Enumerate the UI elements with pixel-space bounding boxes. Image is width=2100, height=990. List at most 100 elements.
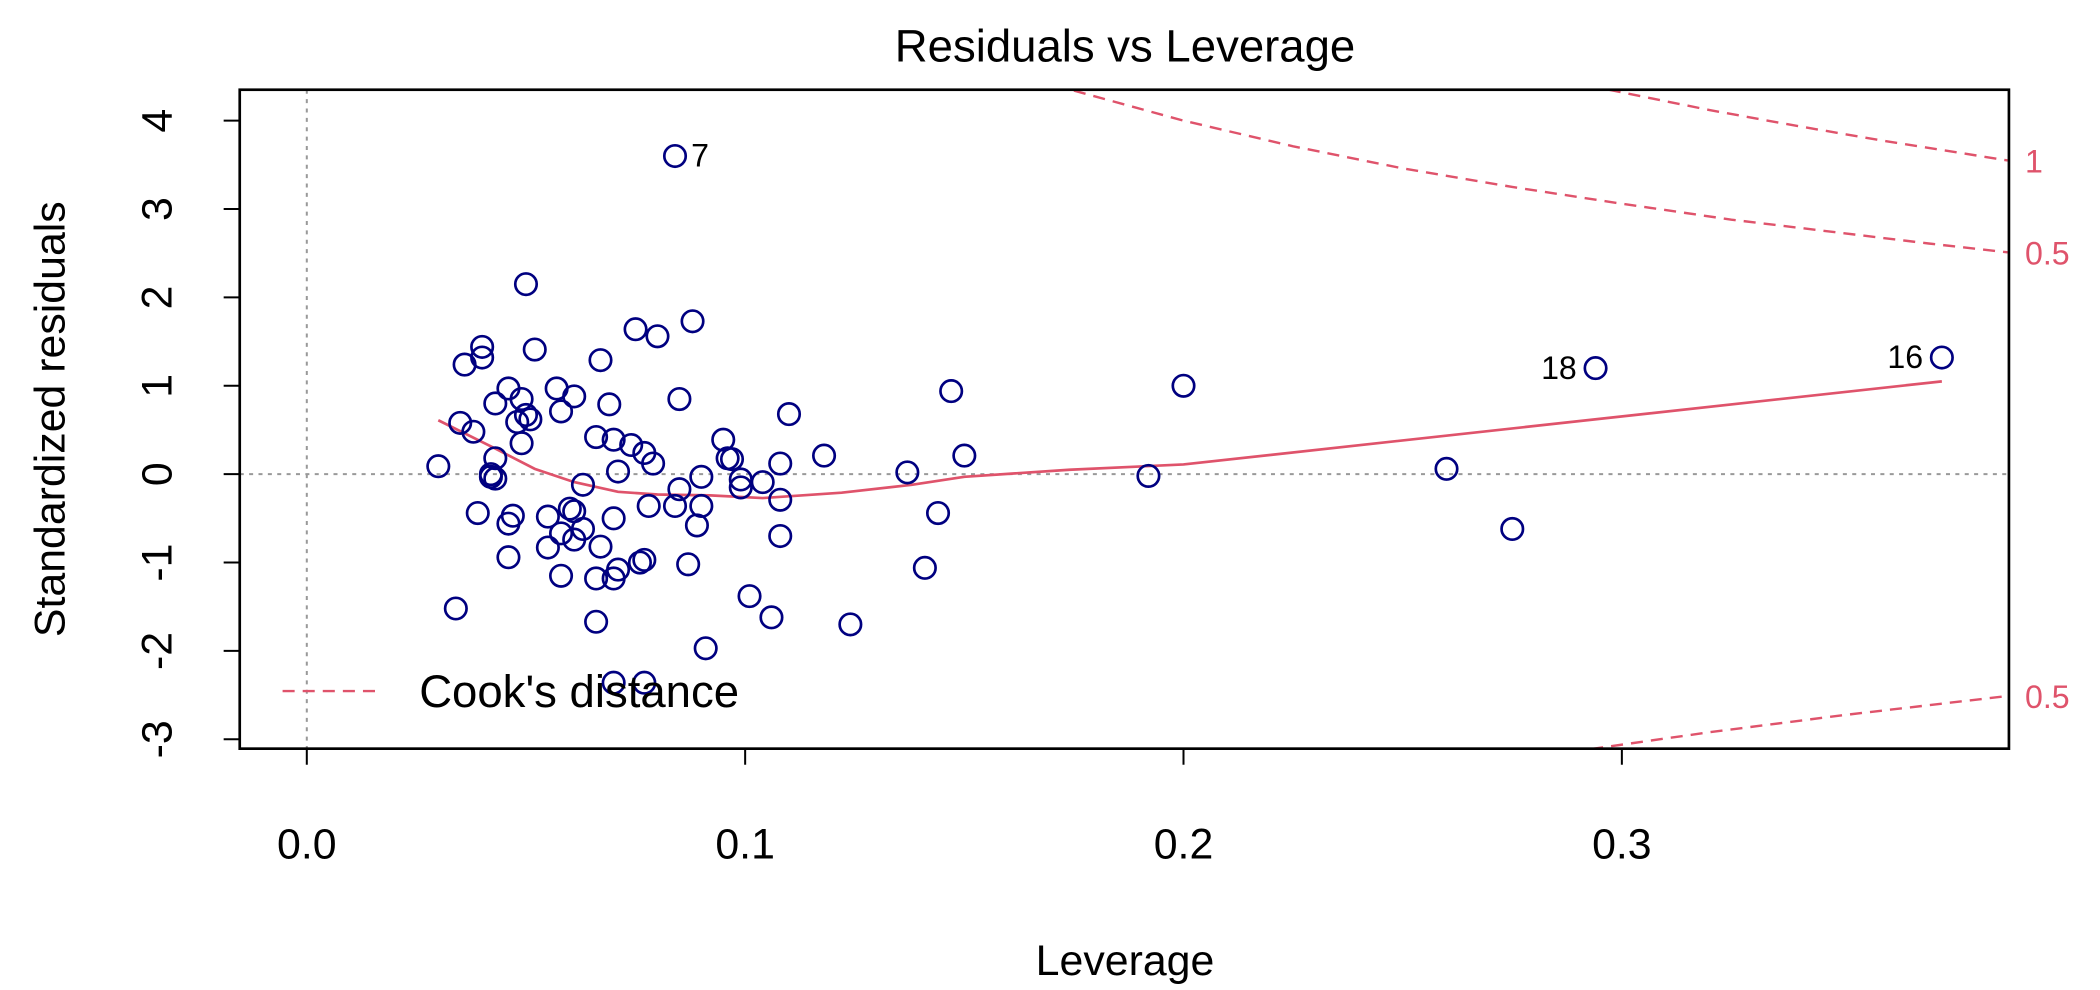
point (465, 500, 490, 526)
y-axis-label: Standardized residuals (26, 201, 74, 637)
x-tick-label: 0.3 (1592, 820, 1652, 868)
point (641, 451, 666, 476)
point (689, 464, 714, 489)
point (680, 309, 705, 334)
point (812, 443, 837, 468)
cook-distance-label: 1 (2025, 143, 2043, 179)
x-tick-label: 0.2 (1154, 820, 1214, 868)
point (548, 563, 574, 588)
point (645, 324, 670, 349)
point-label: 18 (1541, 350, 1577, 386)
point (662, 143, 688, 169)
point (1171, 373, 1196, 398)
point (562, 384, 587, 409)
point (601, 506, 626, 531)
point (605, 557, 631, 582)
y-tick-label: 2 (133, 286, 181, 310)
point (895, 460, 920, 485)
y-tick-label: 3 (133, 197, 181, 221)
point (426, 454, 451, 479)
point (728, 475, 753, 500)
point (443, 596, 468, 621)
point (478, 462, 503, 487)
point (623, 317, 648, 342)
point (838, 612, 863, 637)
point (768, 523, 793, 549)
point (548, 399, 574, 424)
point (689, 493, 714, 519)
point (518, 407, 543, 432)
point (667, 477, 692, 502)
y-tick-label: -1 (133, 543, 181, 581)
x-tick-label: 0.0 (277, 820, 337, 868)
point (750, 470, 775, 495)
point (470, 345, 495, 370)
y-tick-label: -2 (133, 632, 181, 670)
point (470, 334, 495, 359)
point (912, 555, 937, 580)
point (632, 670, 657, 695)
point (768, 451, 793, 476)
point (676, 552, 701, 577)
point (684, 513, 709, 538)
point (1583, 356, 1608, 381)
point (619, 432, 644, 458)
point (535, 504, 560, 529)
point (711, 427, 736, 452)
chart-title: Residuals vs Leverage (895, 21, 1355, 72)
x-tick-label: 0.1 (715, 820, 775, 868)
point (1434, 456, 1459, 481)
point-label: 7 (691, 138, 709, 174)
x-axis-label: Leverage (1036, 937, 1215, 985)
point (509, 386, 534, 412)
point (667, 386, 692, 412)
y-tick-label: -3 (133, 720, 181, 758)
point (588, 534, 613, 559)
point (605, 459, 631, 484)
point (500, 503, 525, 528)
point (759, 605, 784, 630)
point (737, 584, 762, 609)
point (584, 609, 609, 634)
cook-distance-line (1608, 89, 2008, 162)
point (496, 545, 521, 570)
point (662, 493, 688, 519)
point (627, 550, 653, 575)
cook-distance-label: 0.5 (2025, 235, 2070, 271)
y-tick-label: 1 (133, 374, 181, 398)
point (570, 516, 596, 542)
smooth-line (437, 380, 1943, 500)
point (632, 547, 657, 572)
point (1929, 345, 1954, 370)
y-tick-label: 0 (133, 462, 181, 486)
point (719, 447, 745, 472)
point (636, 493, 661, 519)
point (548, 521, 574, 546)
point (483, 391, 508, 416)
point (601, 670, 626, 695)
point (588, 348, 613, 373)
plot-frame (238, 88, 2011, 750)
point (448, 410, 473, 435)
y-tick-label: 4 (133, 109, 181, 133)
cook-distance-label: 0.5 (2025, 679, 2070, 715)
point (952, 443, 977, 468)
cook-distance-line (1591, 694, 2008, 749)
point (557, 496, 582, 521)
point (776, 402, 802, 427)
point (461, 419, 486, 444)
point (925, 500, 951, 526)
point (584, 424, 609, 450)
point-label: 16 (1887, 339, 1923, 375)
point (768, 487, 793, 512)
legend-label: Cook's distance (419, 666, 739, 717)
cook-distance-line (1073, 89, 2008, 254)
point (483, 466, 508, 491)
point (513, 272, 539, 297)
point (1500, 516, 1525, 542)
point (693, 636, 718, 661)
point (939, 379, 964, 404)
point (1136, 463, 1161, 488)
